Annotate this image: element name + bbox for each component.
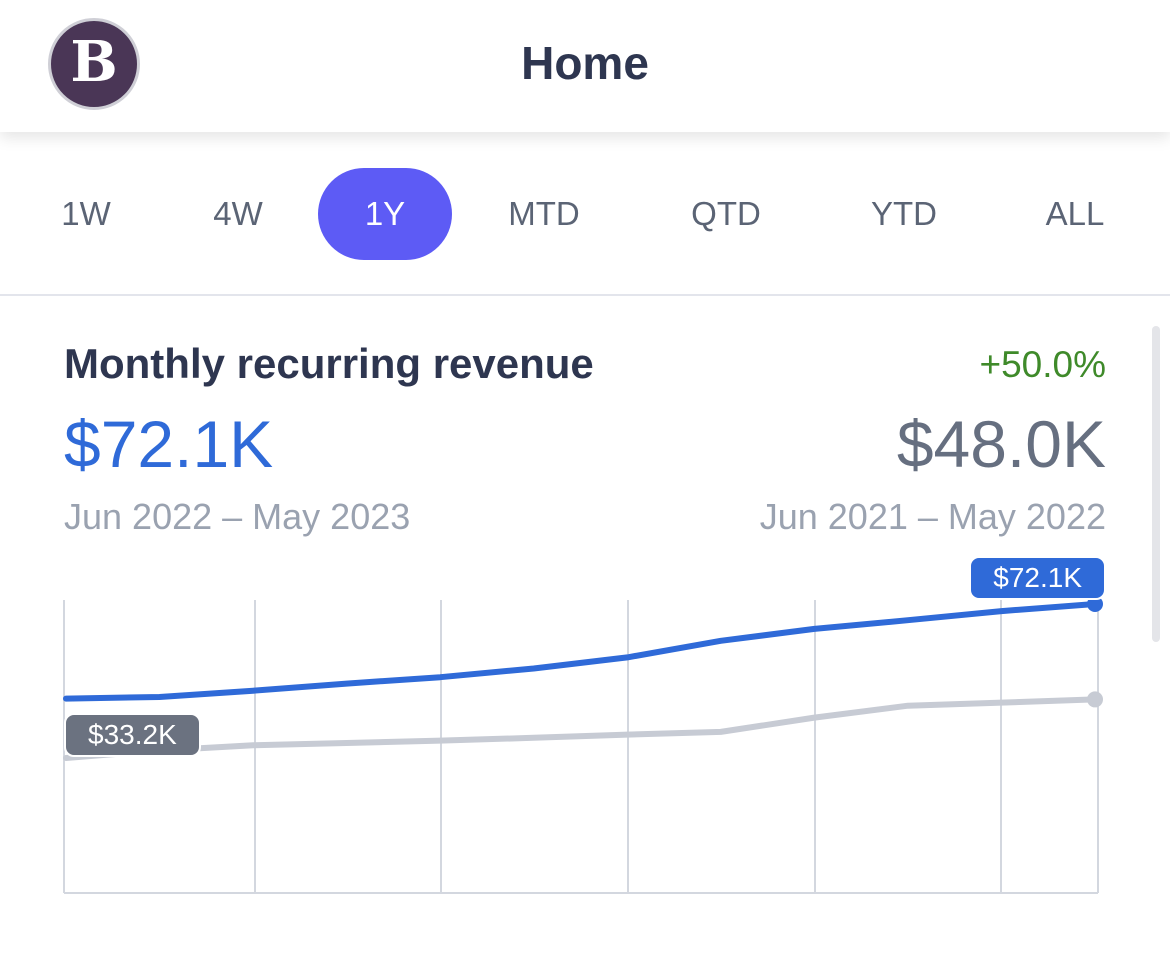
metric-previous-value: $48.0K [896, 407, 1106, 481]
chart-grid [63, 600, 1099, 894]
current-end-value-label: $72.1K [969, 556, 1106, 600]
current-series-line [63, 601, 1098, 702]
previous-point-11 [1087, 691, 1103, 708]
page-title: Home [521, 37, 649, 89]
tab-mtd[interactable]: MTD [508, 195, 580, 232]
metric-change-percent: +50.0% [979, 344, 1106, 385]
previous-series-line [63, 696, 1098, 761]
tabs-divider [0, 294, 1170, 296]
avatar-letter: B [70, 29, 118, 95]
avatar[interactable]: B [48, 18, 140, 110]
current-point-11 [1087, 596, 1103, 612]
tab-ytd[interactable]: YTD [871, 195, 937, 232]
scrollbar[interactable] [1152, 326, 1160, 642]
metric-current-value: $72.1K [64, 407, 274, 481]
metric-title: Monthly recurring revenue [64, 340, 594, 387]
current-date-range: Jun 2022 – May 2023 [64, 496, 411, 537]
tab-all[interactable]: ALL [1045, 195, 1105, 232]
previous-start-value-label: $33.2K [64, 713, 201, 757]
tab-1w[interactable]: 1W [61, 195, 111, 232]
chart-series [63, 596, 1103, 761]
tab-1y[interactable]: 1Y [318, 168, 452, 260]
tab-qtd[interactable]: QTD [691, 195, 761, 232]
tab-4w[interactable]: 4W [213, 195, 263, 232]
app-header: B Home [0, 0, 1170, 132]
mrr-line-chart[interactable] [0, 540, 1170, 920]
time-range-tabs: 1W 4W 1Y MTD QTD YTD ALL [0, 168, 1170, 262]
previous-date-range: Jun 2021 – May 2022 [759, 496, 1106, 537]
